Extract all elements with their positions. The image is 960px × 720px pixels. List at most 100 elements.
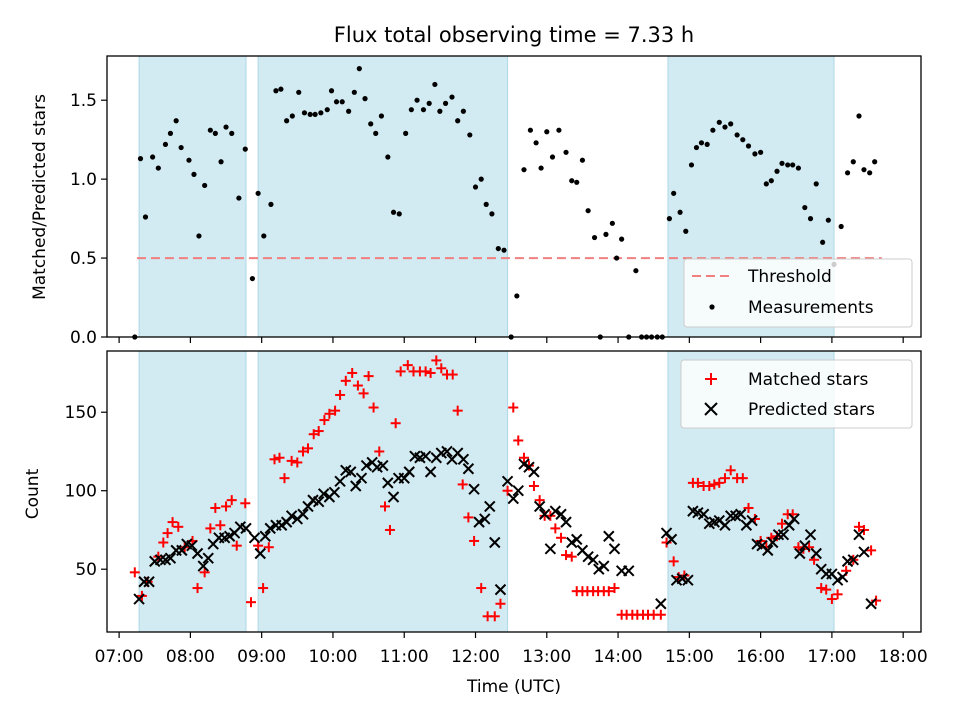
matched-star-point: [871, 595, 882, 606]
x-tick-label: 12:00: [451, 647, 500, 667]
predicted-star-point: [462, 463, 475, 475]
measurement-point: [844, 170, 851, 176]
x-tick-label: 17:00: [807, 647, 856, 667]
matched-star-point: [167, 517, 178, 528]
predicted-star-point: [494, 583, 507, 596]
matched-star-point: [395, 366, 406, 377]
measurement-point: [186, 157, 192, 163]
measurement-point: [489, 211, 495, 217]
predicted-star-point: [533, 500, 546, 513]
matched-star-point: [777, 518, 788, 529]
measurement-point: [437, 108, 443, 114]
matched-star-point: [313, 426, 324, 437]
legend-measurements-swatch: [709, 304, 715, 310]
predicted-star-point: [746, 514, 758, 527]
predicted-star-point: [853, 528, 865, 541]
top-panel: 0.0 0.5 1.0 1.5 Matched/Predicted stars Thr…: [30, 55, 922, 348]
measurement-point: [442, 100, 449, 106]
measurement-point: [202, 182, 208, 189]
matched-star-point: [821, 584, 832, 595]
predicted-star-point: [655, 598, 667, 610]
measurement-point: [155, 165, 161, 171]
top-x-ticks: [118, 337, 904, 343]
predicted-star-point: [143, 576, 155, 588]
matched-star-point: [692, 477, 703, 488]
predicted-star-point: [345, 466, 357, 478]
y-tick-label: 1.5: [70, 91, 97, 111]
y-tick-label: 0.5: [70, 249, 97, 269]
y-tick-label: 150: [65, 403, 97, 423]
x-tick-label: 08:00: [166, 647, 215, 667]
bottom-plot-frame: [106, 350, 922, 633]
predicted-star-point: [603, 530, 615, 542]
predicted-star-point: [360, 459, 373, 472]
predicted-star-point: [799, 539, 811, 552]
measurement-point: [460, 108, 466, 114]
measurement-point: [538, 165, 544, 171]
measurement-point: [556, 127, 562, 133]
measurement-point: [167, 130, 174, 136]
measurement-point: [579, 157, 586, 163]
predicted-star-point: [767, 536, 779, 549]
measurement-point: [249, 275, 256, 282]
matched-star-point: [561, 550, 572, 561]
predicted-star-point: [197, 560, 209, 572]
measurement-point: [278, 86, 284, 92]
predicted-star-point: [665, 533, 678, 546]
x-tick-label: 09:00: [237, 647, 286, 667]
measurement-point: [740, 137, 746, 143]
predicted-star-point: [560, 516, 572, 528]
matched-star-point: [826, 594, 837, 605]
top-y-axis-label: Matched/Predicted stars: [30, 94, 50, 300]
predicted-star-point: [350, 480, 362, 492]
measurement-point: [758, 149, 764, 155]
matched-star-point: [476, 583, 487, 594]
matched-star-point: [495, 598, 506, 609]
matched-star-point: [384, 524, 395, 535]
predicted-star-point: [489, 536, 501, 549]
measurement-point: [745, 143, 752, 149]
legend-matched-label: Matched stars: [748, 370, 868, 390]
measurement-point: [346, 108, 352, 114]
measurement-point: [162, 141, 169, 148]
measurement-point: [403, 130, 409, 136]
matched-star-point: [714, 477, 725, 488]
predicted-star-point: [355, 472, 368, 484]
observing-window-band: [257, 55, 509, 338]
measurement-point: [318, 110, 324, 116]
predicted-star-point: [555, 508, 567, 520]
measurement-point: [763, 181, 769, 187]
predicted-star-point: [484, 500, 496, 513]
measurement-point: [609, 220, 615, 226]
x-tick-label: 10:00: [308, 647, 357, 667]
measurement-point: [619, 236, 625, 242]
matched-star-point: [518, 452, 529, 463]
predicted-star-point: [387, 491, 400, 503]
matched-star-point: [226, 495, 237, 506]
measurement-point: [785, 162, 791, 168]
predicted-star-point: [682, 574, 694, 586]
measurement-point: [142, 214, 149, 220]
matched-star-point: [508, 402, 519, 413]
matched-star-point: [210, 502, 221, 513]
measurement-point: [544, 129, 550, 135]
top-y-ticks: 0.0 0.5 1.0 1.5: [70, 91, 107, 348]
measurement-point: [533, 140, 539, 146]
x-tick-label: 14:00: [594, 647, 643, 667]
bottom-x-ticks: 07:00 08:00 09:00 10:00 11:00 12:00 13:00 14:00…: [95, 632, 928, 667]
measurement-point: [527, 127, 533, 133]
predicted-star-point: [254, 547, 266, 560]
predicted-star-point: [264, 522, 276, 535]
matched-star-point: [566, 551, 577, 562]
measurement-point: [268, 201, 274, 207]
top-legend: Threshold Measurements: [683, 258, 913, 328]
x-tick-label: 13:00: [522, 647, 571, 667]
matched-star-point: [463, 512, 474, 523]
measurement-point: [872, 159, 878, 165]
measurement-point: [521, 167, 527, 173]
matched-star-point: [303, 443, 314, 454]
predicted-star-point: [544, 543, 557, 555]
measurement-point: [802, 204, 808, 211]
measurement-point: [795, 165, 802, 171]
